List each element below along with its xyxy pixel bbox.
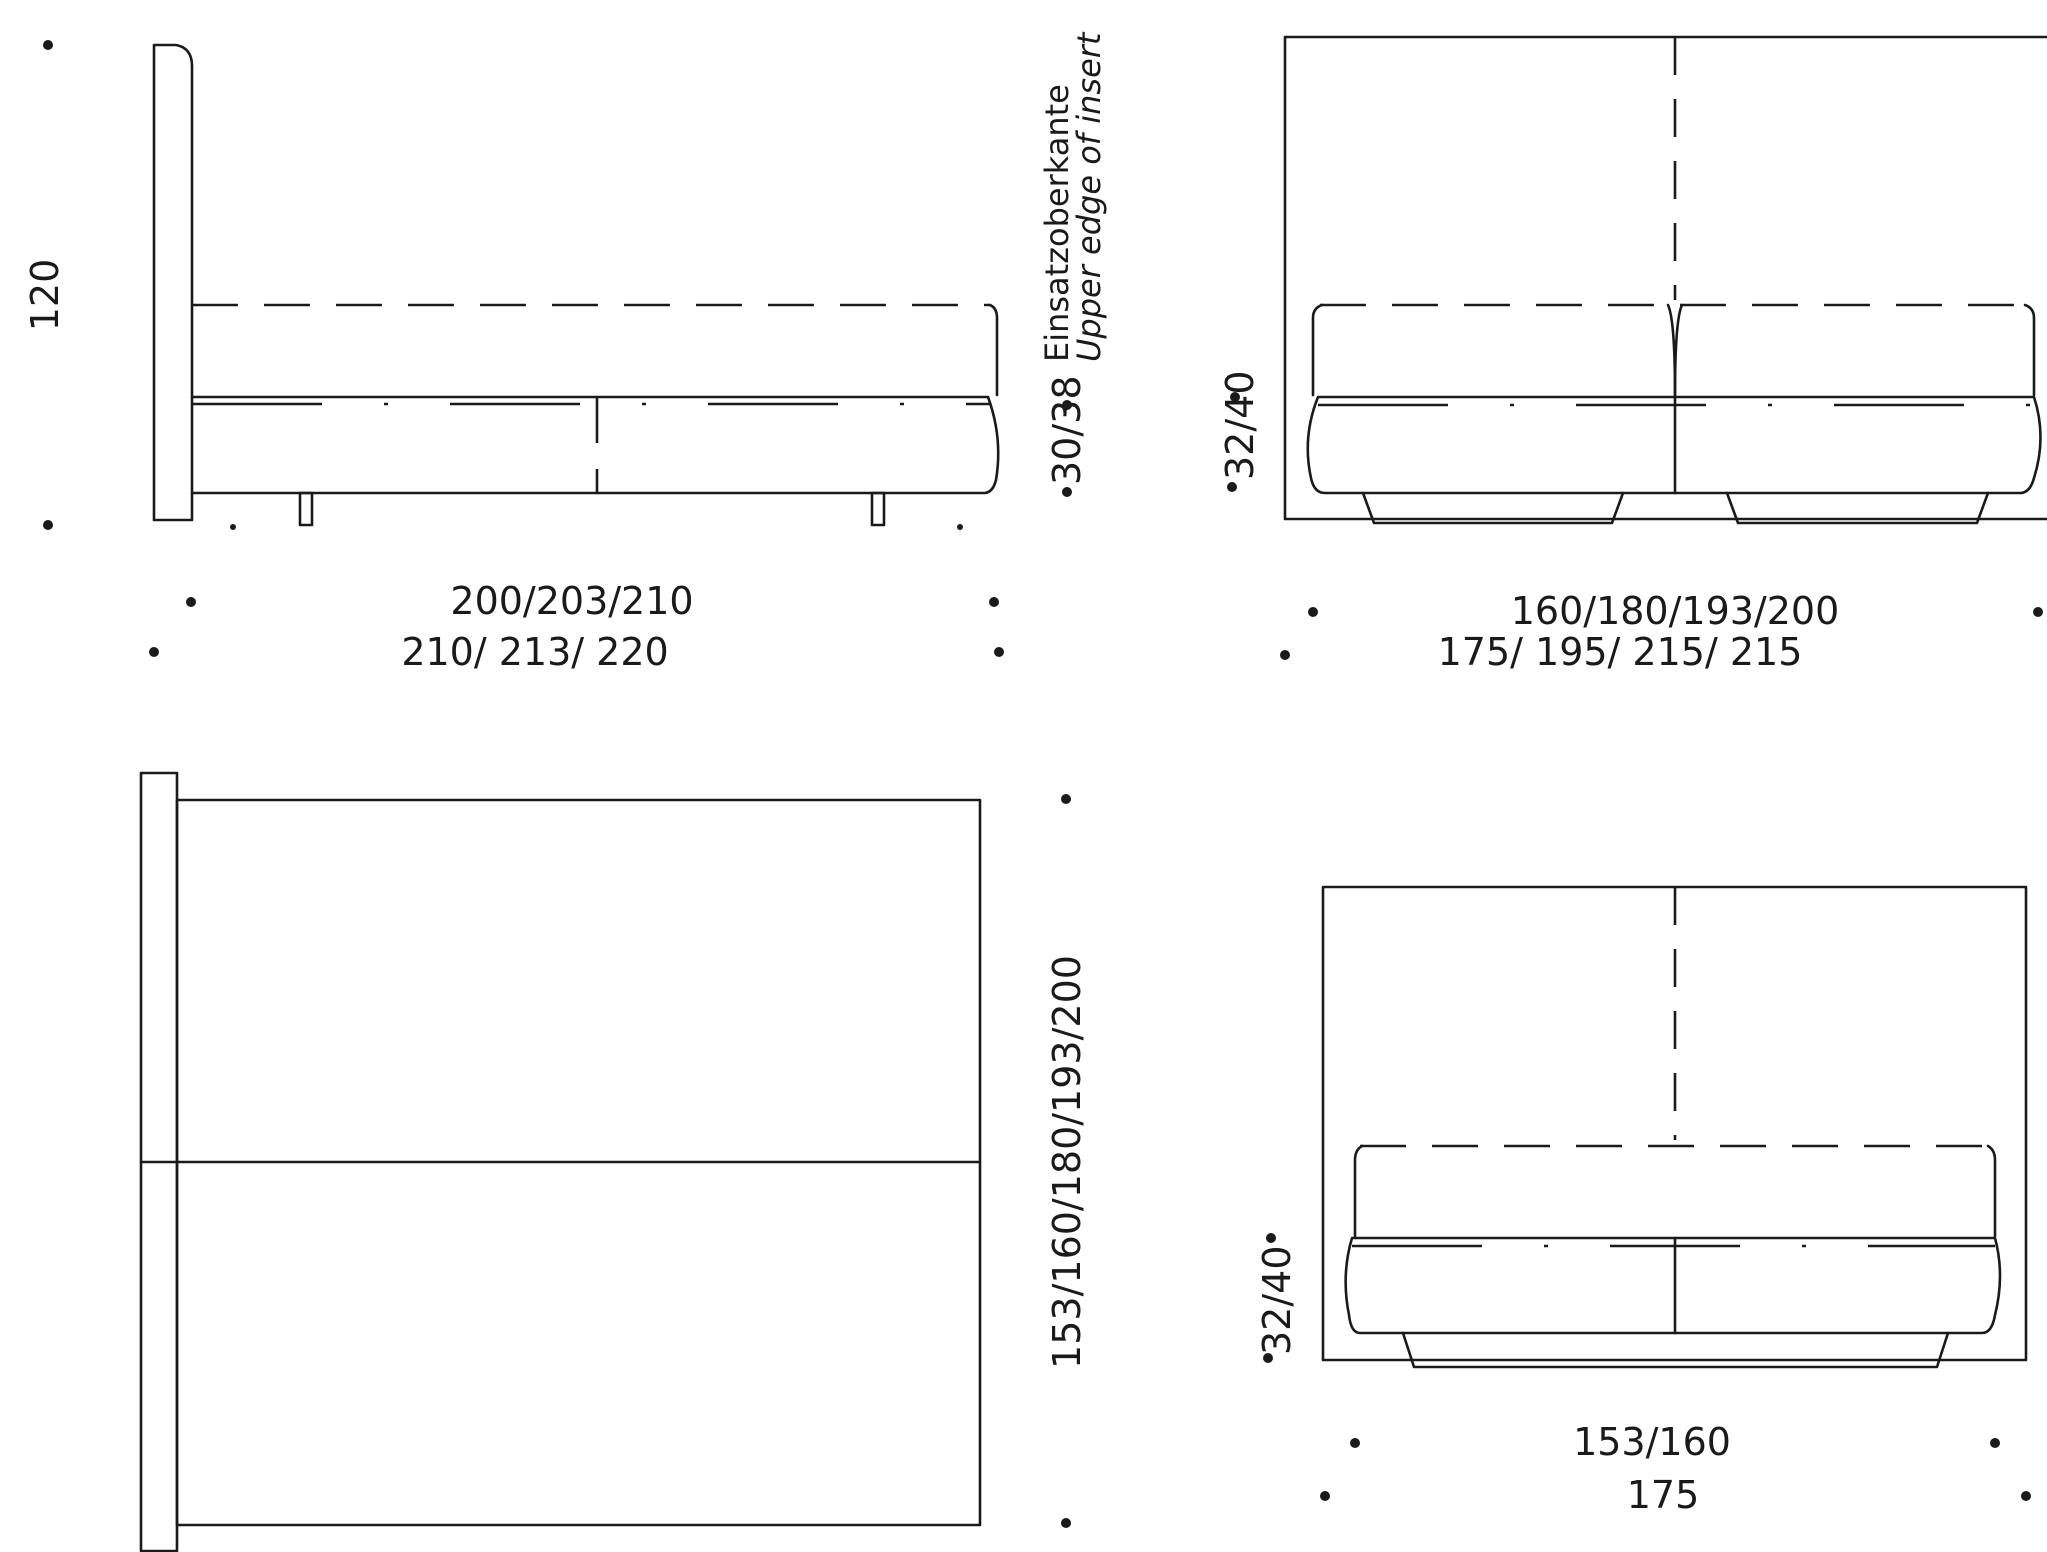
bed-base: [190, 395, 1000, 495]
front-view: 32/40 160/180/193/200 175/ 195/ 215/ 215: [1218, 35, 2047, 674]
dimension-dot: [43, 520, 53, 530]
top-view: 153/160/180/193/200: [139, 771, 1089, 1552]
dimension-dot: [1227, 482, 1237, 492]
dimension-dot: [1350, 1438, 1360, 1448]
base-plinth: [1725, 491, 1990, 525]
width-label: 153/160/180/193/200: [1045, 955, 1089, 1369]
insert-divider: [1673, 303, 1684, 397]
inner-width-label: 160/180/193/200: [1511, 589, 1840, 633]
dimension-dot: [1230, 392, 1240, 402]
dimension-dot: [957, 524, 963, 530]
bed-leg: [870, 491, 886, 527]
dimension-dot: [1061, 1518, 1071, 1528]
dimension-dot: [1263, 1353, 1273, 1363]
dimension-dot: [1266, 1233, 1276, 1243]
dimension-dot: [2021, 1491, 2031, 1501]
outer-width-label: 175: [1627, 1473, 1700, 1517]
dimension-dot: [1320, 1491, 1330, 1501]
base-height-label: 30/38: [1045, 375, 1089, 485]
insert-end: [1311, 303, 1324, 397]
headboard-height-label: 120: [23, 259, 67, 332]
dimension-dot: [186, 597, 196, 607]
insert-end: [988, 303, 999, 397]
side-view: 120 Einsatzoberkante Upper edge of inser…: [23, 31, 1108, 674]
dimension-dot: [2033, 607, 2043, 617]
dimension-dot: [994, 647, 1004, 657]
bed-leg: [298, 491, 314, 527]
outer-width-label: 175/ 195/ 215/ 215: [1438, 630, 1803, 674]
insert-end: [1353, 1144, 1364, 1238]
dimension-dot: [1308, 607, 1318, 617]
headboard: [152, 43, 194, 522]
dimension-dot: [1062, 487, 1072, 497]
headboard-outline: [1283, 35, 2047, 521]
inner-length-label: 200/203/210: [450, 579, 693, 623]
small-front-view: 32/40 153/160 175: [1255, 885, 2031, 1517]
base-height-label: 32/40: [1255, 1245, 1299, 1355]
base-height-label: 32/40: [1218, 370, 1262, 480]
dimension-dot: [230, 524, 236, 530]
bed-base: [1344, 1236, 2002, 1335]
dimension-dot: [1280, 650, 1290, 660]
dimension-dot: [43, 40, 53, 50]
insert-label-en: Upper edge of insert: [1070, 31, 1108, 362]
base-plinth: [1401, 1331, 1950, 1369]
dimension-dot: [1990, 1438, 2000, 1448]
insert-end: [2023, 303, 2036, 397]
dimension-dot: [149, 647, 159, 657]
outer-length-label: 210/ 213/ 220: [401, 630, 668, 674]
insert-end: [1986, 1144, 1997, 1238]
bed-base: [1306, 395, 2042, 495]
dimension-dot: [1062, 400, 1072, 410]
inner-width-label: 153/160: [1573, 1420, 1731, 1464]
base-plinth: [1361, 491, 1625, 525]
insert-label-de: Einsatzoberkante: [1038, 84, 1076, 362]
dimension-dot: [1061, 794, 1071, 804]
dimension-dot: [989, 597, 999, 607]
